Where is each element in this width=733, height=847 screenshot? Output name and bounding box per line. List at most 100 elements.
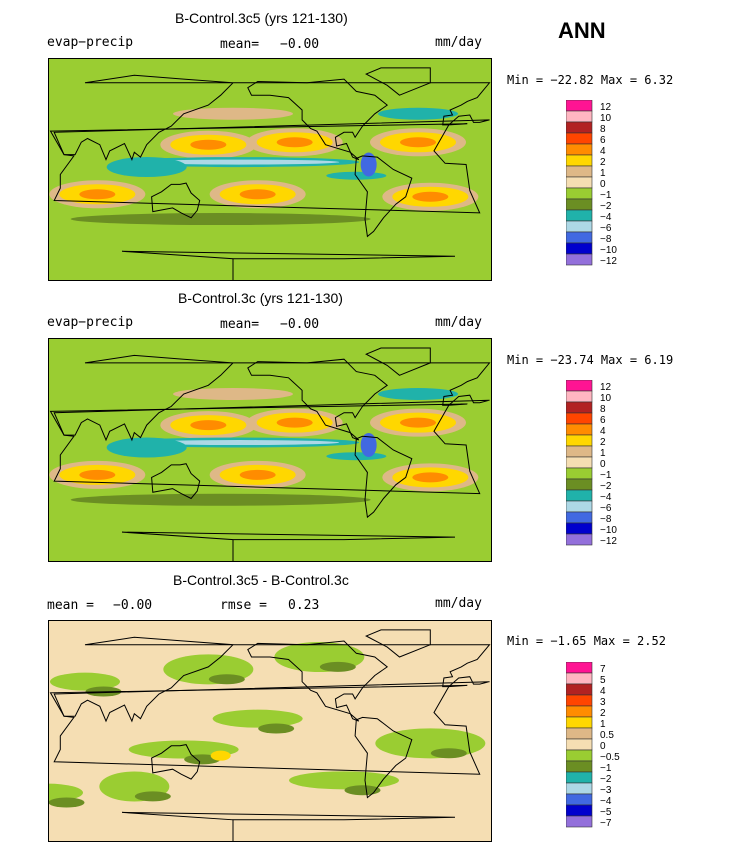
field-region — [139, 440, 340, 446]
colorbar-tick-label: −10 — [600, 245, 617, 256]
colorbar-swatch — [566, 100, 593, 112]
colorbar-swatch — [566, 253, 593, 266]
colorbar-swatch — [566, 209, 593, 222]
map-panel — [48, 58, 492, 281]
variable-label: evap−precip — [47, 35, 134, 50]
colorbar-swatch — [566, 771, 593, 784]
colorbar-tick-label: −1 — [600, 470, 612, 481]
coastline — [365, 67, 431, 96]
colorbar-swatch — [566, 662, 593, 674]
colorbar-tick-label: −0.5 — [600, 752, 620, 763]
colorbar-tick-label: 6 — [600, 415, 606, 426]
field-region — [276, 417, 313, 428]
colorbar-swatch — [566, 445, 593, 458]
coastline — [121, 250, 456, 281]
min-max: Min = −23.74 Max = 6.19 — [507, 353, 674, 367]
field-region — [128, 740, 239, 759]
colorbar-tick-label: 10 — [600, 393, 612, 404]
coastline — [354, 155, 413, 238]
field-region — [70, 493, 371, 506]
colorbar-swatch — [566, 165, 593, 178]
min-max: Min = −1.65 Max = 2.52 — [507, 634, 666, 648]
colorbar-swatch — [566, 804, 593, 817]
colorbar-tick-label: 12 — [600, 102, 612, 113]
colorbar-tick-label: 5 — [600, 675, 606, 686]
colorbar-tick-label: 8 — [600, 404, 606, 415]
map-panel — [48, 620, 492, 842]
colorbar-tick-label: 0 — [600, 459, 606, 470]
colorbar-swatch — [566, 478, 593, 491]
colorbar-tick-label: −7 — [600, 818, 612, 829]
colorbar-swatch — [566, 705, 593, 718]
colorbar-tick-label: −1 — [600, 190, 612, 201]
coastline — [49, 123, 481, 214]
colorbar-tick-label: −4 — [600, 796, 612, 807]
panel-title: B-Control.3c5 - B-Control.3c — [173, 572, 349, 588]
coastline — [151, 463, 201, 500]
map-frame — [48, 620, 492, 842]
field-region — [210, 750, 231, 761]
colorbar-swatch — [566, 500, 593, 513]
coastline — [49, 403, 481, 495]
colorbar-swatch — [566, 683, 593, 696]
field-region — [173, 388, 293, 400]
field-region — [50, 672, 120, 691]
coastline — [121, 811, 456, 842]
field-region — [190, 420, 227, 431]
colorbar-swatch — [566, 727, 593, 740]
field-region — [106, 437, 187, 458]
colorbar-tick-label: 2 — [600, 157, 606, 168]
colorbar-swatch — [566, 793, 593, 806]
coastline — [53, 74, 491, 161]
coastline — [247, 640, 389, 722]
colorbar-tick-label: 8 — [600, 124, 606, 135]
colorbar-swatch — [566, 187, 593, 200]
coastline — [247, 78, 389, 161]
season-label: ANN — [558, 18, 606, 43]
colorbar-tick-label: −4 — [600, 492, 612, 503]
colorbar-swatch — [566, 782, 593, 795]
field-region — [173, 107, 293, 120]
rmse-value: 0.23 — [288, 598, 320, 613]
coastline — [365, 629, 431, 658]
colorbar-tick-label: 1 — [600, 168, 606, 179]
colorbar-swatch — [566, 176, 593, 189]
field-region — [239, 189, 276, 200]
colorbar-tick-label: 1 — [600, 448, 606, 459]
field-region — [48, 783, 83, 802]
field-region — [139, 159, 340, 165]
field-region — [360, 433, 377, 458]
colorbar-swatch — [566, 456, 593, 469]
colorbar-tick-label: −6 — [600, 503, 612, 514]
colorbar-tick-label: 2 — [600, 708, 606, 719]
colorbar-tick-label: 4 — [600, 426, 606, 437]
colorbar-tick-label: −10 — [600, 525, 617, 536]
colorbar-swatch — [566, 390, 593, 403]
field-region — [289, 771, 399, 790]
colorbar-swatch — [566, 749, 593, 762]
map-frame — [48, 338, 492, 562]
colorbar-tick-label: 0.5 — [600, 730, 614, 741]
colorbar-swatch — [566, 110, 593, 123]
colorbar-tick-label: 3 — [600, 697, 606, 708]
field-region — [344, 785, 381, 796]
colorbar-tick-label: 0 — [600, 179, 606, 190]
colorbar-swatch — [566, 423, 593, 436]
colorbar-swatch — [566, 242, 593, 255]
colorbar-tick-label: −6 — [600, 223, 612, 234]
colorbar-swatch — [566, 489, 593, 502]
coastline — [53, 354, 491, 442]
field-region — [412, 472, 449, 483]
field-region — [378, 388, 458, 400]
colorbar-tick-label: 7 — [600, 664, 606, 675]
field-region — [79, 189, 116, 200]
colorbar-swatch — [566, 143, 593, 156]
colorbar-swatch — [566, 522, 593, 535]
colorbar-swatch — [566, 815, 593, 828]
coastline — [49, 684, 481, 775]
colorbar-swatch — [566, 412, 593, 425]
field-region — [106, 157, 187, 178]
field-region — [70, 213, 371, 226]
variable-label: evap−precip — [47, 315, 134, 330]
